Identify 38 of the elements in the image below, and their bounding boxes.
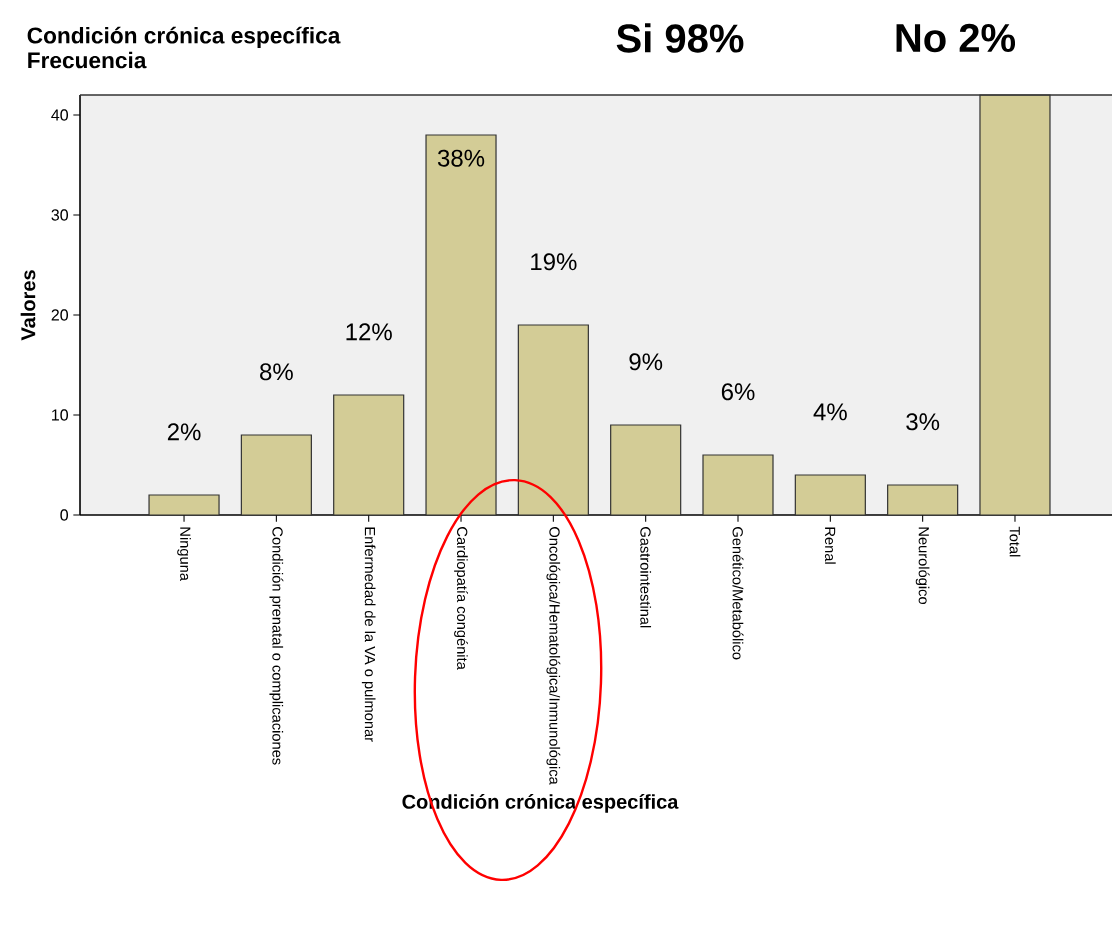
y-axis-title: Valores <box>20 270 36 341</box>
data-label: 2% <box>167 423 201 441</box>
bar <box>425 134 497 516</box>
x-tick-label: Condición prenatal o complicaciones <box>269 527 284 765</box>
bar <box>702 454 774 516</box>
x-tick-label: Oncológica/Hematológica/Inmunológica <box>546 527 561 785</box>
chart-title: Condición crónica específica <box>27 26 341 49</box>
text: Si 98% <box>616 23 744 53</box>
bar <box>148 494 220 516</box>
x-tick-label: Genético/Metabólico <box>732 527 744 660</box>
x-tick-label: Enfermedad de la VA o pulmonar <box>361 527 376 742</box>
text: No 2% <box>896 23 1016 53</box>
x-tick-label: Renal <box>824 527 836 564</box>
x-tick-label: Gastrointestinal <box>640 527 652 628</box>
data-label: 12% <box>346 323 392 341</box>
x-tick-label: Total <box>1009 526 1021 557</box>
chart-subtitle: Frecuencia <box>28 51 147 69</box>
bar <box>794 474 866 516</box>
x-tick-label: Cardiopatía congénita <box>454 527 468 670</box>
data-label: 19% <box>531 253 577 271</box>
bar <box>333 394 405 516</box>
x-tick-label: Neurológico <box>915 527 930 604</box>
data-label: 8% <box>260 363 293 381</box>
y-tick-label: 40 <box>51 109 69 121</box>
bar <box>610 424 682 516</box>
bar <box>240 434 312 516</box>
data-label: 38% <box>437 149 485 167</box>
y-tick-label: 30 <box>51 209 69 221</box>
y-tick-label: 10 <box>52 409 69 421</box>
bar <box>517 324 589 516</box>
data-label: 4% <box>813 403 847 421</box>
y-tick-label: 20 <box>51 309 69 321</box>
data-label: 9% <box>629 353 663 371</box>
data-label: 3% <box>906 413 940 431</box>
bar <box>887 484 959 516</box>
y-tick-label: 0 <box>60 509 69 521</box>
x-tick-label: Ninguna <box>177 527 191 581</box>
data-label: 6% <box>721 383 755 401</box>
